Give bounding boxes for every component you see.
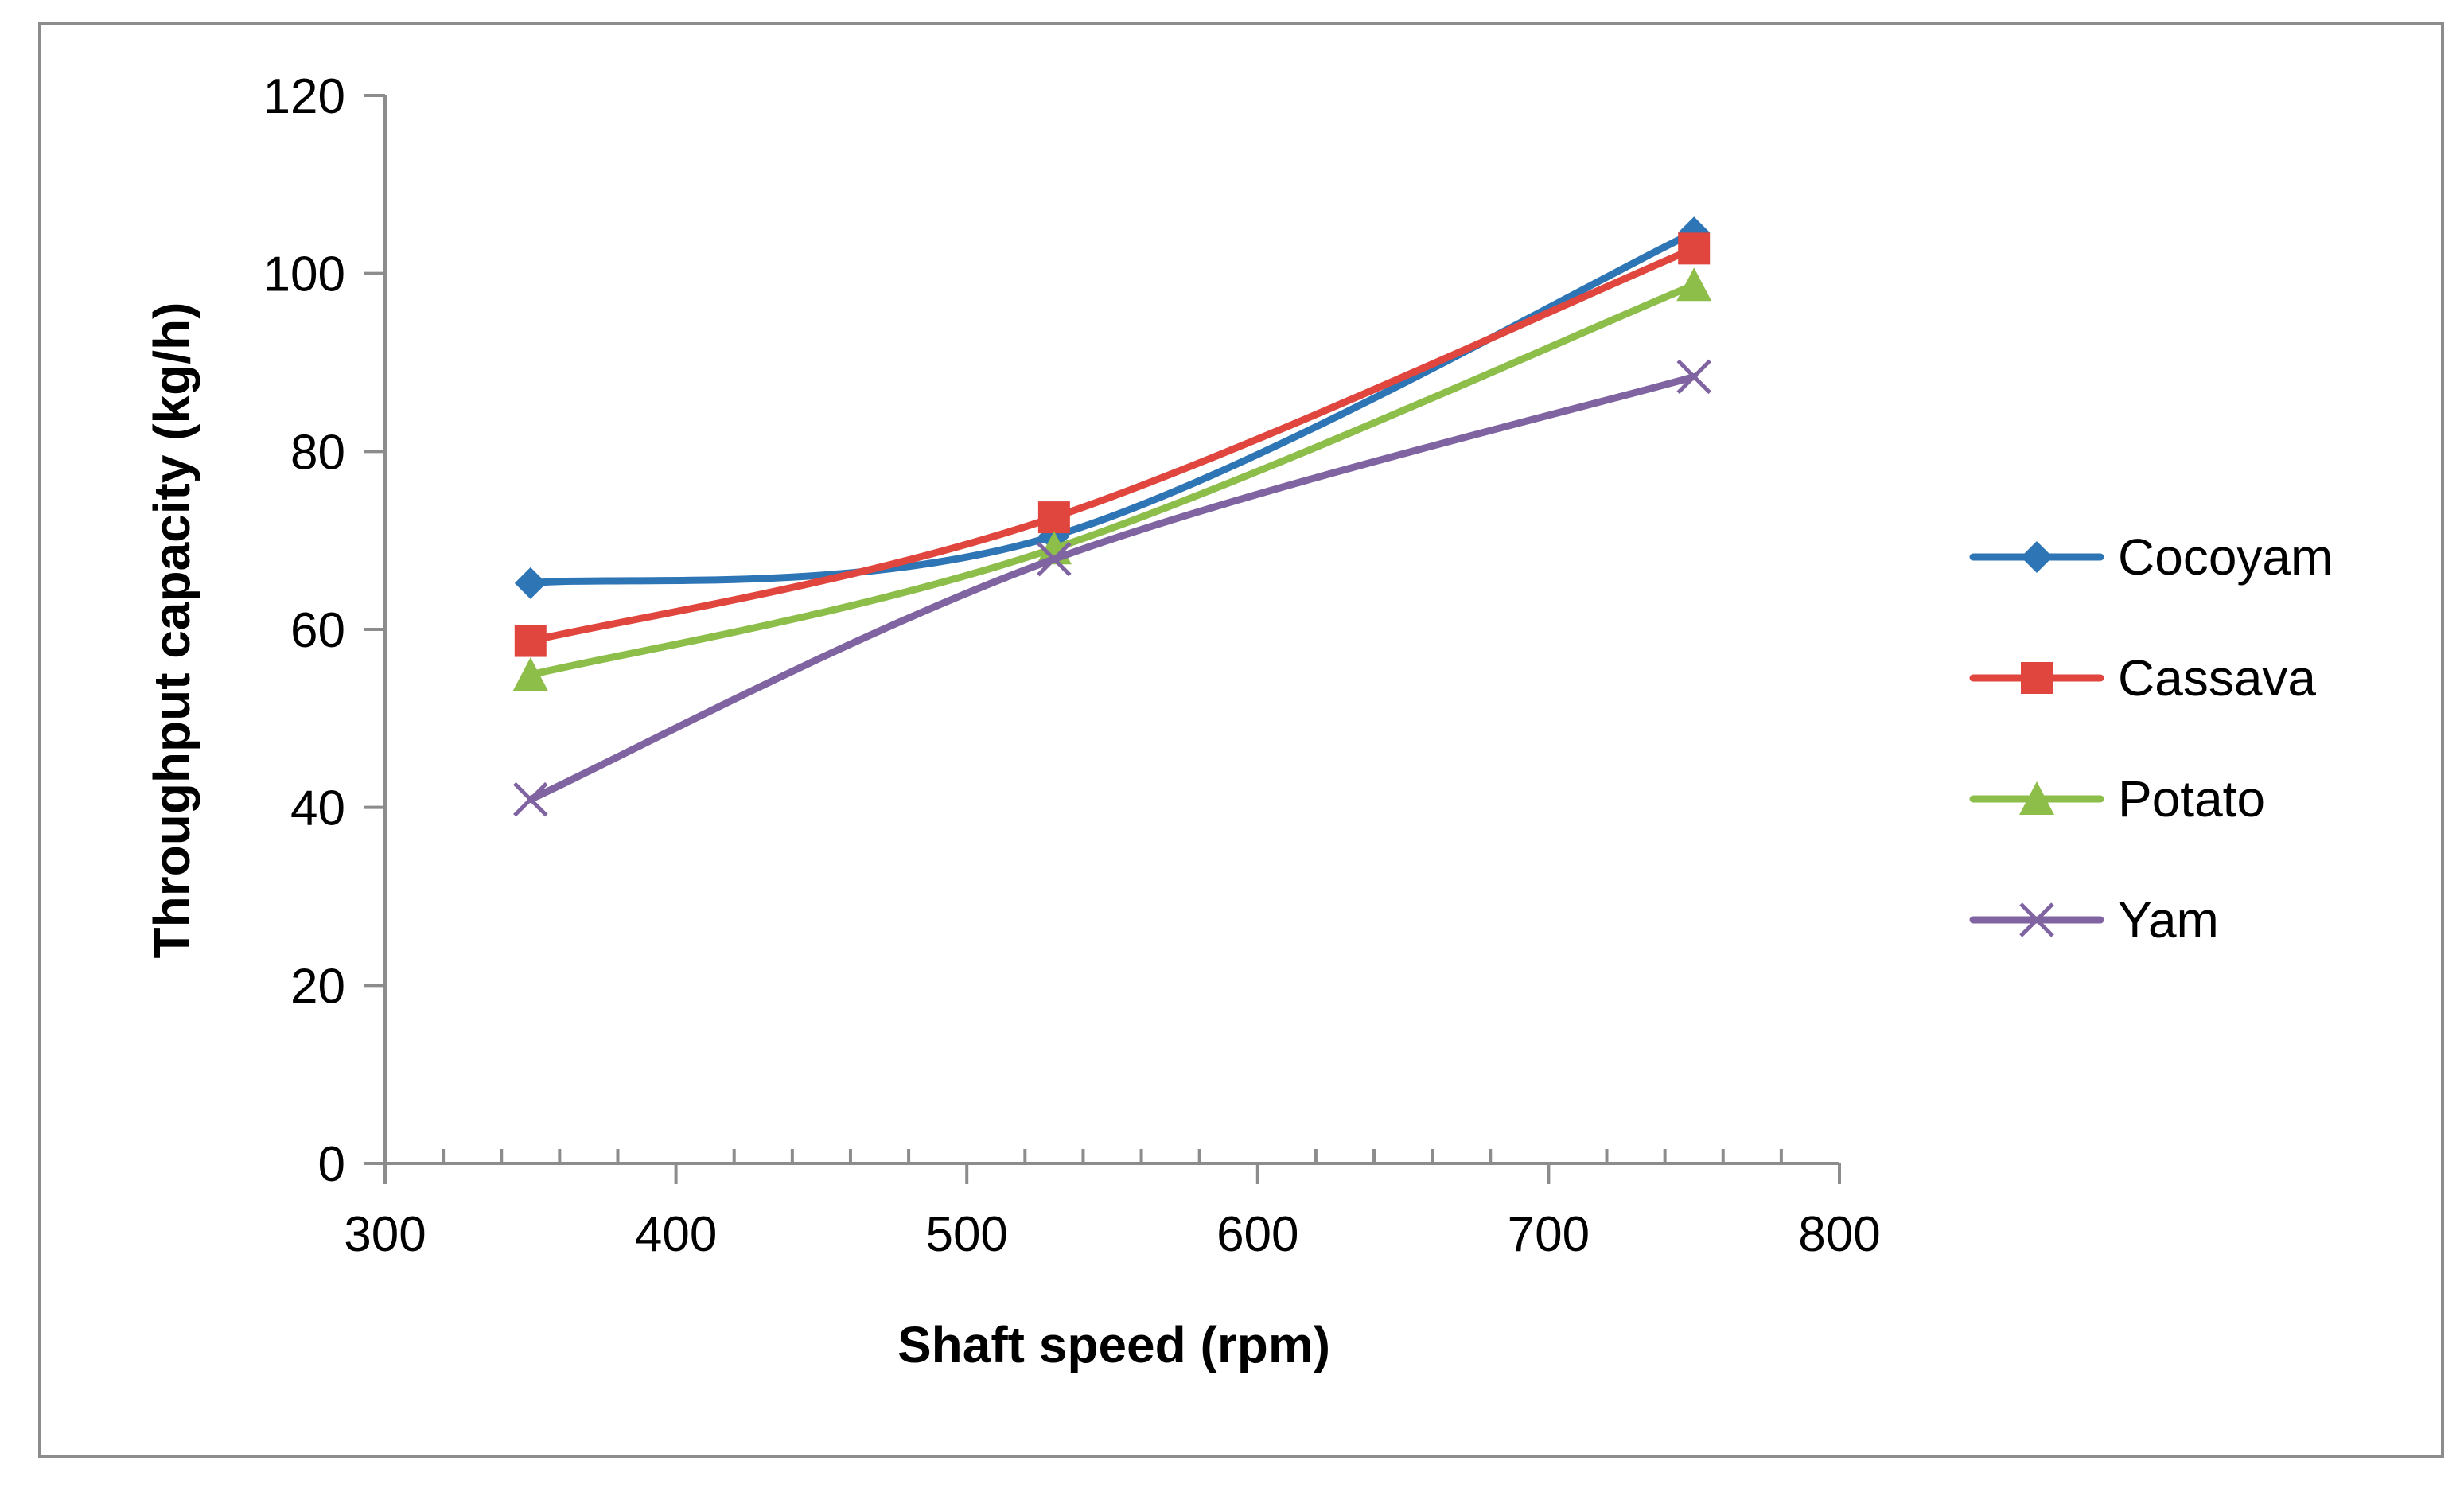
- chart-border: [38, 22, 2444, 1458]
- axes: 300 400 500 600 700 800 0 20 40 60 80 100 120: [263, 69, 1881, 1262]
- legend-label: Yam: [2118, 891, 2219, 949]
- legend-marker-yam: [2019, 902, 2054, 937]
- legend-label: Cocoyam: [2118, 528, 2333, 586]
- y-axis-title: Throughput capacity (kg/h): [143, 302, 200, 959]
- legend-item-yam: Yam: [1969, 891, 2219, 949]
- series-potato: [512, 267, 1712, 691]
- series-cassava: [514, 232, 1711, 657]
- series-line-cocoyam: [527, 228, 1698, 587]
- y-tick-label: 100: [263, 247, 345, 302]
- y-tick-label: 120: [263, 69, 345, 124]
- x-tick-label: 800: [1798, 1207, 1880, 1262]
- y-tick-label: 20: [290, 959, 345, 1014]
- data-point-potato: [512, 657, 548, 691]
- x-tick-label: 400: [635, 1207, 717, 1262]
- y-tick-label: 0: [318, 1137, 345, 1192]
- data-point-cassava: [514, 625, 547, 657]
- legend-marker-cassava: [2021, 662, 2053, 694]
- x-tick-label: 600: [1216, 1207, 1298, 1262]
- legend-label: Potato: [2118, 770, 2265, 828]
- legend-item-potato: Potato: [1969, 770, 2265, 828]
- legend-marker-potato: [2019, 781, 2054, 815]
- y-tick-label: 80: [290, 425, 345, 480]
- data-point-cocoyam: [514, 567, 547, 599]
- x-tick-label: 500: [925, 1207, 1007, 1262]
- data-point-cassava: [1037, 501, 1070, 534]
- data-point-yam: [513, 781, 548, 817]
- y-tick-label: 40: [290, 781, 345, 836]
- legend-item-cocoyam: Cocoyam: [1969, 528, 2333, 586]
- legend-marker-cocoyam: [2021, 541, 2053, 573]
- data-point-yam: [1037, 541, 1072, 577]
- x-axis-title: Shaft speed (rpm): [897, 1316, 1330, 1373]
- data-point-potato: [1676, 267, 1712, 302]
- y-axis-ticks: 0 20 40 60 80 100 120: [263, 69, 385, 1192]
- plot-series: [512, 216, 1712, 817]
- y-tick-label: 60: [290, 603, 345, 658]
- legend-label: Cassava: [2118, 649, 2316, 707]
- x-tick-label: 700: [1508, 1207, 1590, 1262]
- series-line-potato: [527, 281, 1698, 679]
- legend-item-cassava: Cassava: [1969, 649, 2316, 707]
- data-point-cassava: [1678, 232, 1711, 265]
- x-axis-ticks: 300 400 500 600 700 800: [344, 1149, 1881, 1262]
- x-tick-label: 300: [344, 1207, 426, 1262]
- data-point-yam: [1676, 359, 1711, 395]
- legend: Cocoyam Cassava Potato Yam: [1969, 528, 2333, 949]
- series-yam: [513, 359, 1711, 817]
